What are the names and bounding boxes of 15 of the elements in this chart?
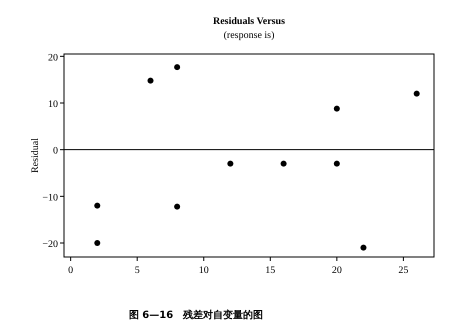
y-axis-title: Residual xyxy=(30,138,41,173)
y-tick-label: −10 xyxy=(42,192,58,204)
chart-subtitle: (response is) xyxy=(224,30,274,41)
caption: 图 6—16 残差对自变量的图 xyxy=(128,309,264,321)
y-tick-label: −20 xyxy=(42,239,58,250)
x-tick-label: 15 xyxy=(265,265,276,276)
x-tick-label: 20 xyxy=(332,265,342,276)
y-tick-label: 20 xyxy=(48,52,58,64)
chart-title: Residuals Versus xyxy=(213,16,286,27)
x-tick-label: 25 xyxy=(398,265,408,276)
x-tick-label: 10 xyxy=(198,265,209,276)
x-tick-label: 0 xyxy=(68,265,74,276)
x-tick-label: 5 xyxy=(134,265,140,276)
y-tick-label: 10 xyxy=(48,99,58,110)
y-tick-label: 0 xyxy=(53,146,58,157)
